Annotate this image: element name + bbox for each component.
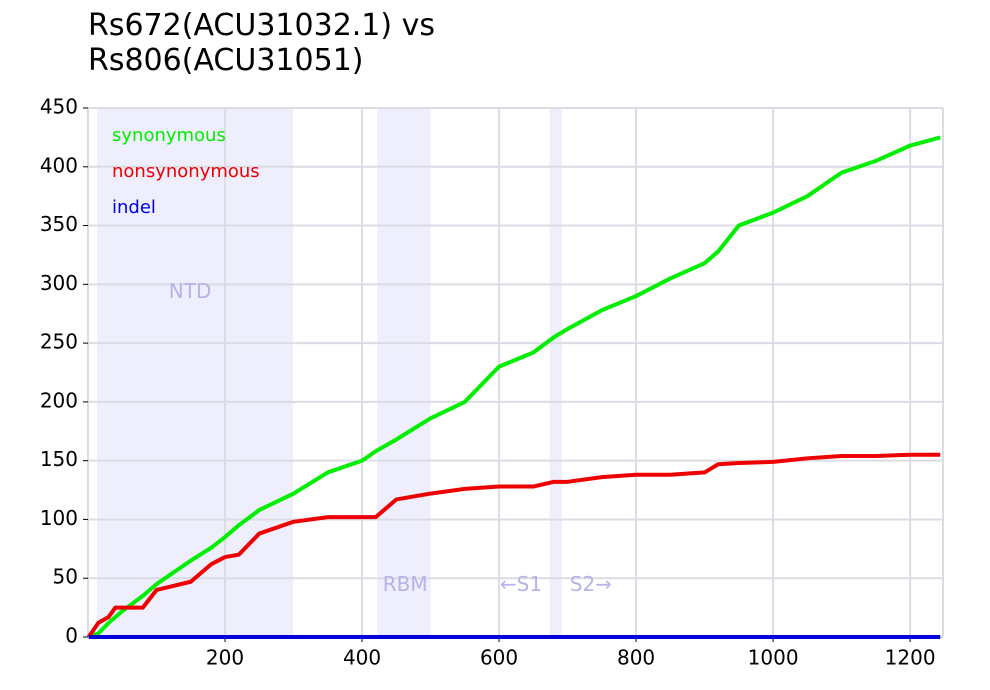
series-line [87, 452, 941, 639]
y-tick-label: 200 [40, 388, 78, 412]
x-tick-label: 400 [343, 646, 381, 670]
y-tick-label: 400 [40, 153, 78, 177]
region-label: NTD [169, 279, 212, 303]
series-line [87, 135, 941, 639]
chart-title: Rs672(ACU31032.1) vs Rs806(ACU31051) [88, 8, 436, 78]
legend-entry: nonsynonymous [112, 161, 260, 182]
y-tick-label: 350 [40, 212, 78, 236]
y-tick-label: 300 [40, 271, 78, 295]
x-tick-label: 1000 [748, 646, 799, 670]
x-tick-label: 600 [480, 646, 518, 670]
x-tick-label: 1200 [885, 646, 936, 670]
region [549, 108, 563, 637]
region-label: ←S1 [500, 572, 542, 596]
region-label: S2→ [570, 572, 612, 596]
region-label: RBM [383, 572, 428, 596]
region [96, 108, 293, 637]
y-tick-label: 0 [65, 624, 78, 648]
y-tick-label: 250 [40, 330, 78, 354]
y-tick-label: 450 [40, 95, 78, 119]
y-tick-label: 50 [53, 565, 78, 589]
x-tick-label: 200 [206, 646, 244, 670]
region [377, 108, 431, 637]
x-tick-label: 800 [617, 646, 655, 670]
legend-entry: synonymous [112, 125, 226, 146]
legend-entry: indel [112, 197, 156, 218]
y-tick-label: 100 [40, 506, 78, 530]
y-tick-label: 150 [40, 447, 78, 471]
